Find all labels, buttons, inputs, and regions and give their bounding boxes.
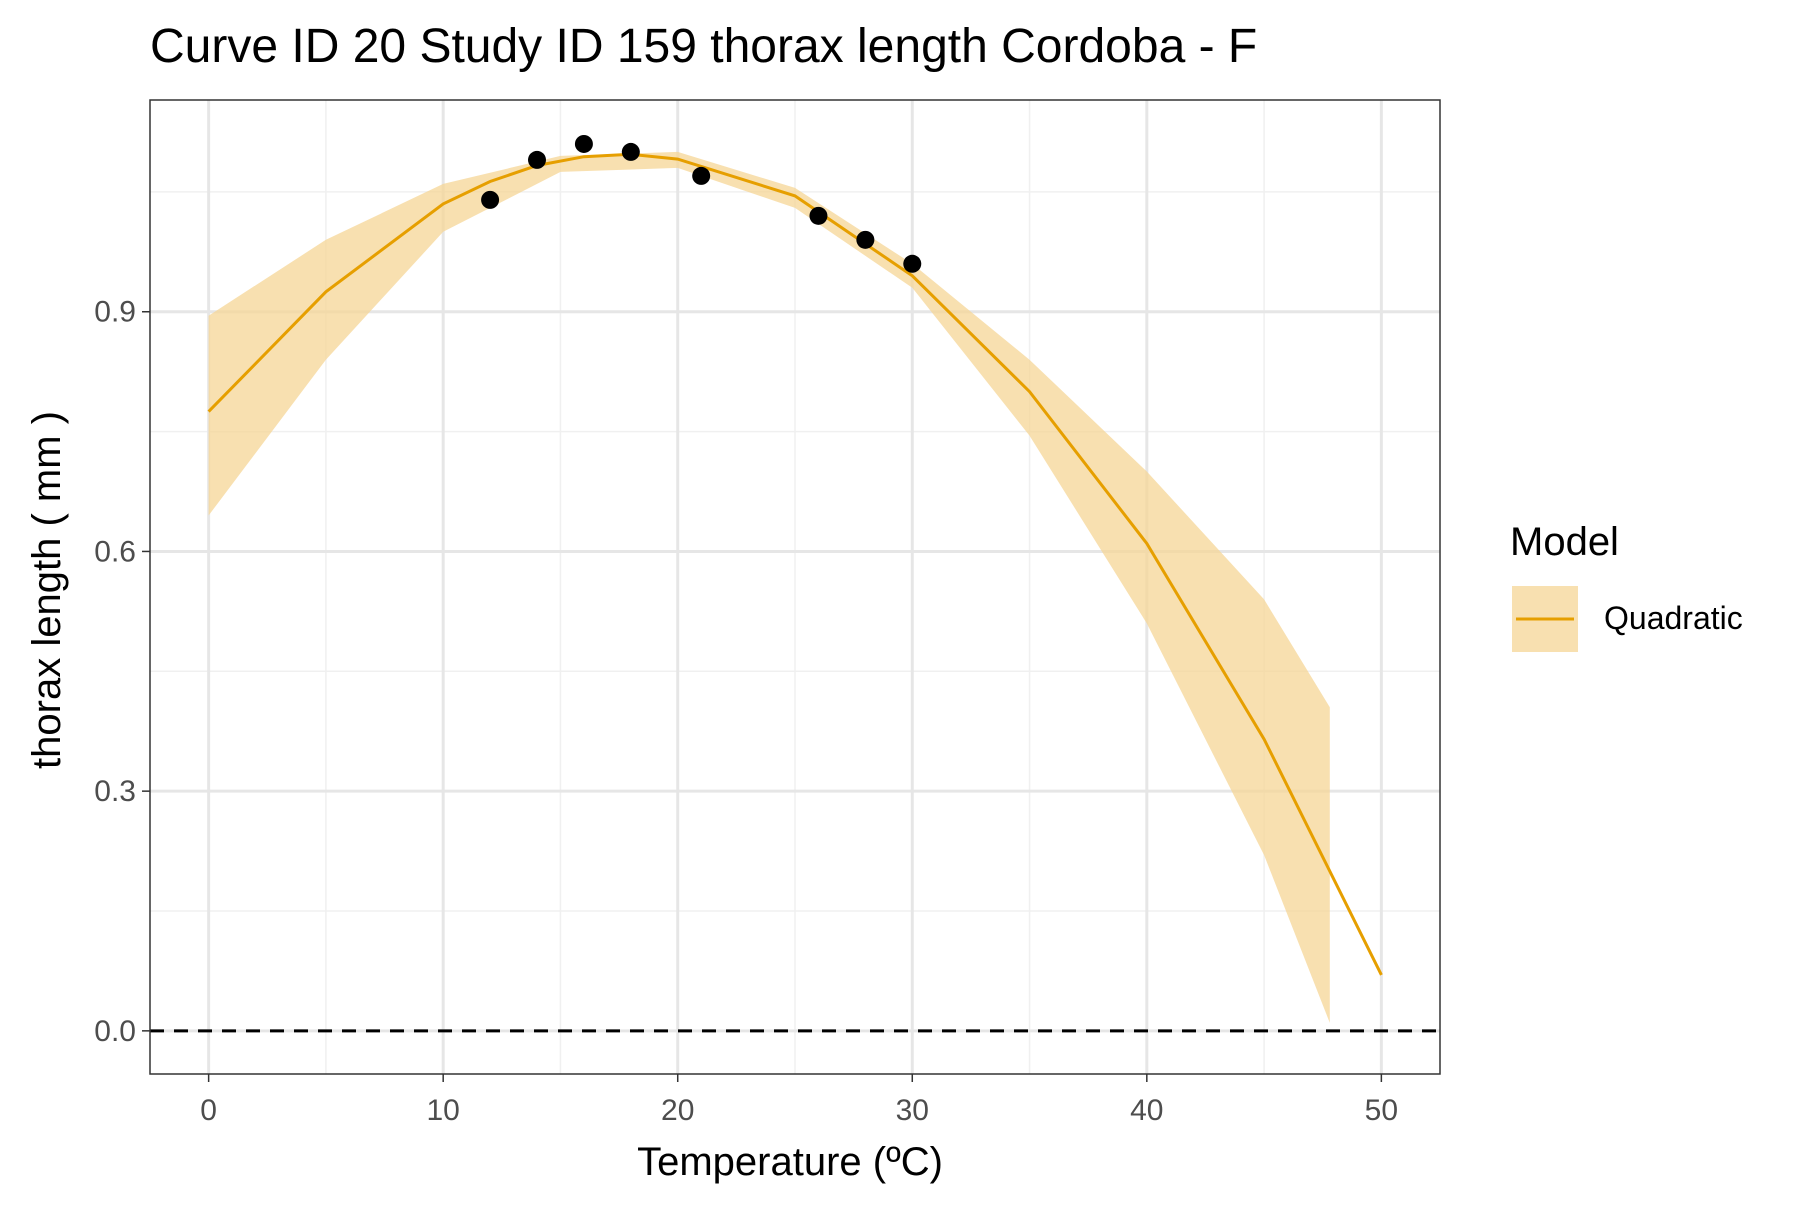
confidence-band xyxy=(208,151,1330,1023)
y-axis-ticks: 0.0 0.3 0.6 0.9 xyxy=(94,296,150,1048)
plot-panel-border xyxy=(149,99,1441,1075)
legend-title: Model xyxy=(1510,520,1619,564)
x-tick-label: 20 xyxy=(661,1094,694,1127)
data-point xyxy=(809,206,828,225)
confidence-ribbon xyxy=(208,151,1330,1023)
data-points xyxy=(481,134,922,273)
y-axis-label: thorax length ( mm ) xyxy=(25,411,69,769)
y-tick-label: 0.9 xyxy=(94,296,136,329)
data-point xyxy=(528,150,546,169)
x-tick-label: 40 xyxy=(1130,1094,1163,1127)
x-tick-label: 50 xyxy=(1365,1094,1398,1127)
legend-entries: Quadratic xyxy=(1512,586,1743,652)
data-point xyxy=(856,230,875,249)
data-point xyxy=(574,134,593,153)
data-point xyxy=(481,190,500,209)
x-axis-label: Temperature (ºC) xyxy=(637,1140,943,1184)
data-point xyxy=(621,142,640,161)
y-tick-label: 0.3 xyxy=(94,775,136,808)
fitted-curves xyxy=(207,152,1383,976)
legend: Model Quadratic xyxy=(1510,520,1743,652)
data-point xyxy=(903,254,922,273)
legend-entry-label: Quadratic xyxy=(1604,600,1743,636)
x-tick-label: 30 xyxy=(896,1094,929,1127)
fitted-curve-line xyxy=(207,152,1383,976)
y-tick-label: 0.0 xyxy=(94,1015,136,1048)
y-tick-label: 0.6 xyxy=(94,535,136,568)
data-point xyxy=(692,166,711,185)
x-axis-ticks: 0 10 20 30 40 50 xyxy=(200,1074,1398,1127)
x-tick-label: 10 xyxy=(426,1094,459,1127)
x-tick-label: 0 xyxy=(200,1094,217,1127)
chart-title: Curve ID 20 Study ID 159 thorax length C… xyxy=(150,20,1257,73)
